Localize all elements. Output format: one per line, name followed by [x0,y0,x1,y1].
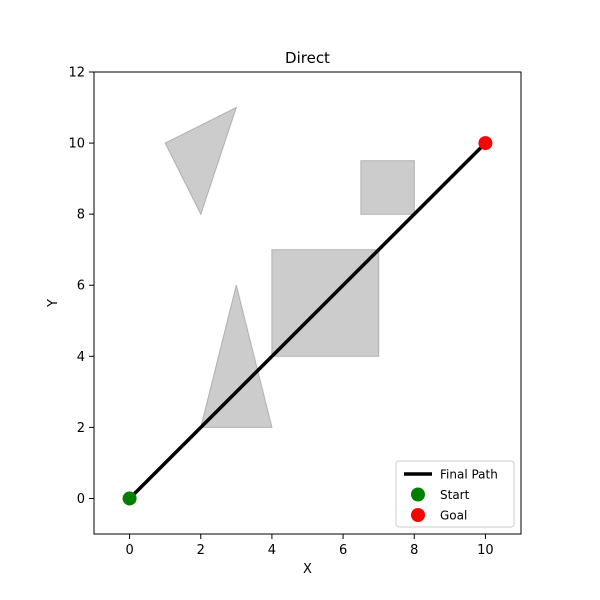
y-tick-label: 4 [77,350,85,365]
obstacle-triangle-lower [200,285,273,428]
legend-label-goal: Goal [440,509,467,523]
axes-frame [93,71,522,535]
legend-swatch-goal [411,508,425,522]
y-axis-title: Y [46,299,61,308]
x-tick-label: 6 [339,543,347,558]
legend-label-start: Start [440,488,470,502]
legend-box [395,460,515,528]
x-tick-label: 2 [197,543,205,558]
chart-title: Direct [285,49,330,67]
series-line-final-path [128,141,487,500]
obstacle-square-upper-right [360,160,415,215]
x-tick-label: 4 [268,543,276,558]
series-layer [122,136,493,506]
y-tick-label: 10 [68,137,85,152]
legend: Final Path Start Goal [395,460,515,528]
legend-swatch-start [411,487,425,502]
y-tick-label: 8 [77,208,85,223]
x-axis-ticks: 0 2 4 6 8 10 [125,534,494,558]
marker-goal [478,136,493,151]
y-tick-label: 0 [77,492,85,507]
x-tick-label: 0 [125,543,133,558]
y-axis-ticks: 0 2 4 6 8 10 12 [68,66,94,507]
x-tick-label: 10 [477,543,494,558]
x-tick-label: 8 [410,543,418,558]
marker-start [122,491,137,506]
x-axis-title: X [303,562,312,577]
obstacle-triangle-upper-left [164,106,238,216]
y-tick-label: 2 [77,421,85,436]
y-tick-label: 12 [68,66,85,81]
legend-label-final-path: Final Path [440,468,498,482]
y-tick-label: 6 [77,279,85,294]
